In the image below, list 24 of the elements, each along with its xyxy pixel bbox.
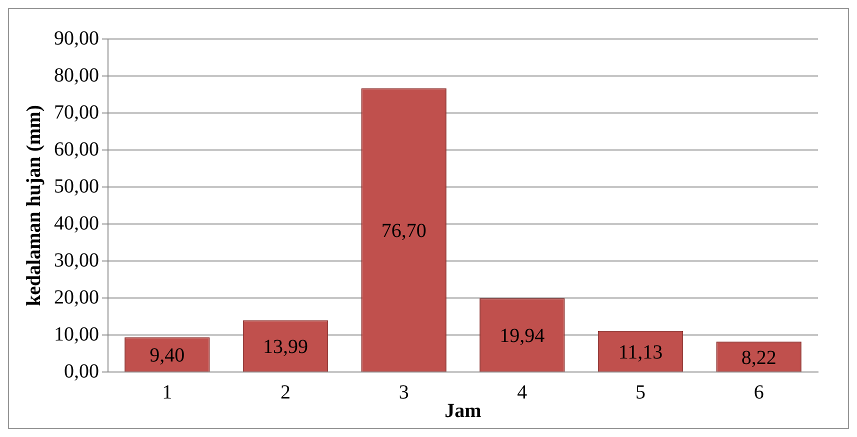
x-tick-label: 6 xyxy=(754,381,764,404)
y-tick-label: 0,00 xyxy=(64,360,99,382)
data-label: 8,22 xyxy=(741,346,776,369)
data-label: 11,13 xyxy=(618,341,663,364)
x-tick-label: 4 xyxy=(517,381,528,404)
y-axis-title: kedalaman hujan (mm) xyxy=(23,104,46,306)
y-tick-label: 40,00 xyxy=(54,212,99,234)
y-tick-label: 50,00 xyxy=(54,175,99,198)
data-label: 19,94 xyxy=(500,325,545,348)
x-tick-label: 3 xyxy=(398,381,409,404)
y-tick-label: 80,00 xyxy=(54,64,99,86)
x-tick-label: 5 xyxy=(636,381,646,404)
y-tick-label: 10,00 xyxy=(54,323,99,346)
data-label: 13,99 xyxy=(263,336,308,358)
x-tick-label: 2 xyxy=(280,381,290,404)
y-tick-label: 60,00 xyxy=(54,138,99,160)
x-tick-label: 1 xyxy=(162,381,172,404)
y-tick-label: 30,00 xyxy=(54,249,99,272)
y-tick-label: 20,00 xyxy=(54,286,99,308)
data-label: 76,70 xyxy=(381,220,426,242)
data-label: 9,40 xyxy=(150,344,185,367)
y-tick-label: 90,00 xyxy=(54,27,99,50)
x-axis-title: Jam xyxy=(444,400,482,422)
y-tick-label: 70,00 xyxy=(54,101,99,124)
